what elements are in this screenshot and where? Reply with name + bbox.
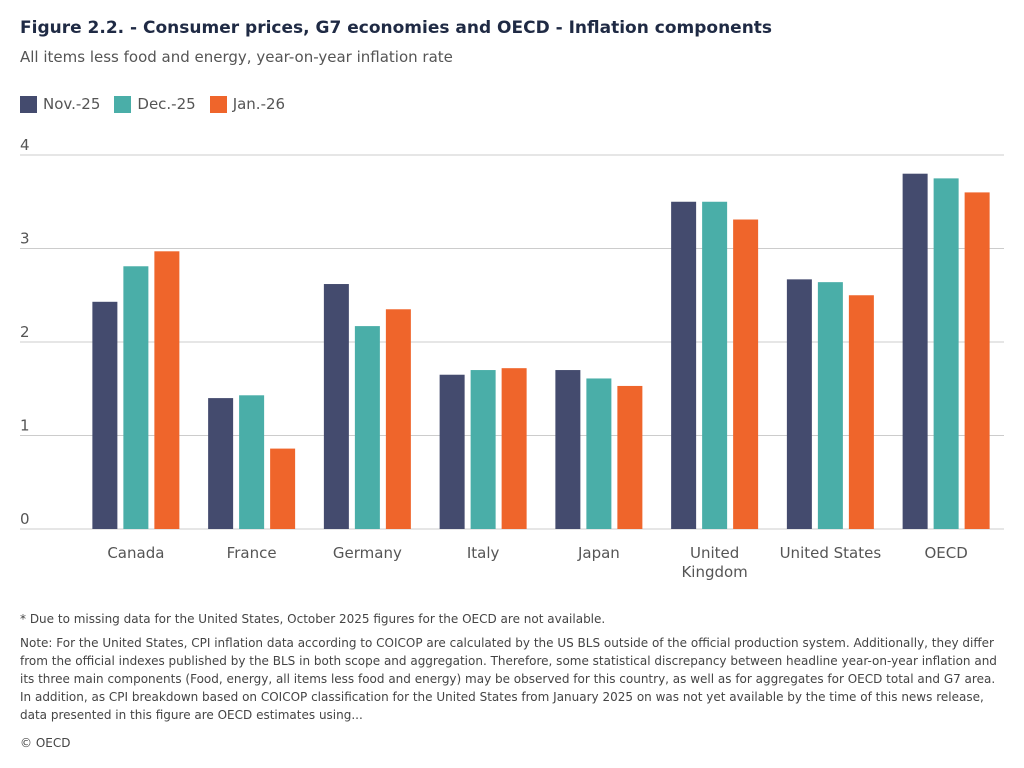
note: Note: For the United States, CPI inflati… xyxy=(20,636,997,722)
y-tick-label: 3 xyxy=(20,230,30,248)
y-tick-label: 0 xyxy=(20,510,30,528)
x-tick-label: OECD xyxy=(924,544,967,562)
bar[interactable] xyxy=(848,295,874,529)
legend-swatch-nov25 xyxy=(20,95,37,113)
chart-subtitle: All items less food and energy, year-on-… xyxy=(20,48,453,66)
x-tick-label: United States xyxy=(780,544,882,562)
x-tick-label: Germany xyxy=(333,544,402,562)
legend-label-dec25: Dec.-25 xyxy=(137,95,196,113)
x-tick-label: France xyxy=(227,544,277,562)
copyright: © OECD xyxy=(20,736,71,750)
legend-item-jan26[interactable]: Jan.-26 xyxy=(209,95,286,113)
x-tick-label: United xyxy=(690,544,739,562)
bar-chart: 0 1 2 3 4 Canada France Germany Italy Japan United… xyxy=(20,136,1004,581)
bar[interactable] xyxy=(501,368,527,529)
bar[interactable] xyxy=(470,370,496,529)
bar[interactable] xyxy=(92,301,118,529)
bar[interactable] xyxy=(123,266,149,529)
bar[interactable] xyxy=(555,370,581,529)
legend-swatch-dec25 xyxy=(114,95,132,113)
bar[interactable] xyxy=(702,201,728,529)
legend-item-dec25[interactable]: Dec.-25 xyxy=(114,95,196,113)
y-tick-label: 4 xyxy=(20,136,30,154)
legend: Nov.-25 Dec.-25 Jan.-26 xyxy=(20,95,285,113)
bar[interactable] xyxy=(385,309,411,529)
footnote: * Due to missing data for the United Sta… xyxy=(20,612,606,626)
bar[interactable] xyxy=(586,378,612,529)
bar[interactable] xyxy=(154,251,180,529)
bar[interactable] xyxy=(786,279,812,529)
x-tick-label: Canada xyxy=(107,544,164,562)
x-tick-label: Kingdom xyxy=(681,563,747,581)
bar[interactable] xyxy=(354,326,380,529)
legend-label-jan26: Jan.-26 xyxy=(232,95,286,113)
bar[interactable] xyxy=(239,395,265,529)
x-tick-label: Japan xyxy=(577,544,620,562)
bar[interactable] xyxy=(323,284,349,529)
legend-item-nov25[interactable]: Nov.-25 xyxy=(20,95,100,113)
bar[interactable] xyxy=(964,192,990,529)
x-tick-label: Italy xyxy=(467,544,500,562)
bar[interactable] xyxy=(439,374,465,529)
y-tick-label: 1 xyxy=(20,417,30,435)
bar[interactable] xyxy=(902,173,928,529)
bar[interactable] xyxy=(617,385,643,529)
bar[interactable] xyxy=(933,178,959,529)
bar[interactable] xyxy=(671,201,697,529)
legend-label-nov25: Nov.-25 xyxy=(43,95,101,113)
y-tick-label: 2 xyxy=(20,323,30,341)
chart-title: Figure 2.2. - Consumer prices, G7 econom… xyxy=(20,18,773,38)
bar[interactable] xyxy=(817,282,843,529)
bar[interactable] xyxy=(733,219,759,529)
bar[interactable] xyxy=(208,398,234,529)
bar[interactable] xyxy=(270,448,296,529)
legend-swatch-jan26 xyxy=(209,95,227,113)
